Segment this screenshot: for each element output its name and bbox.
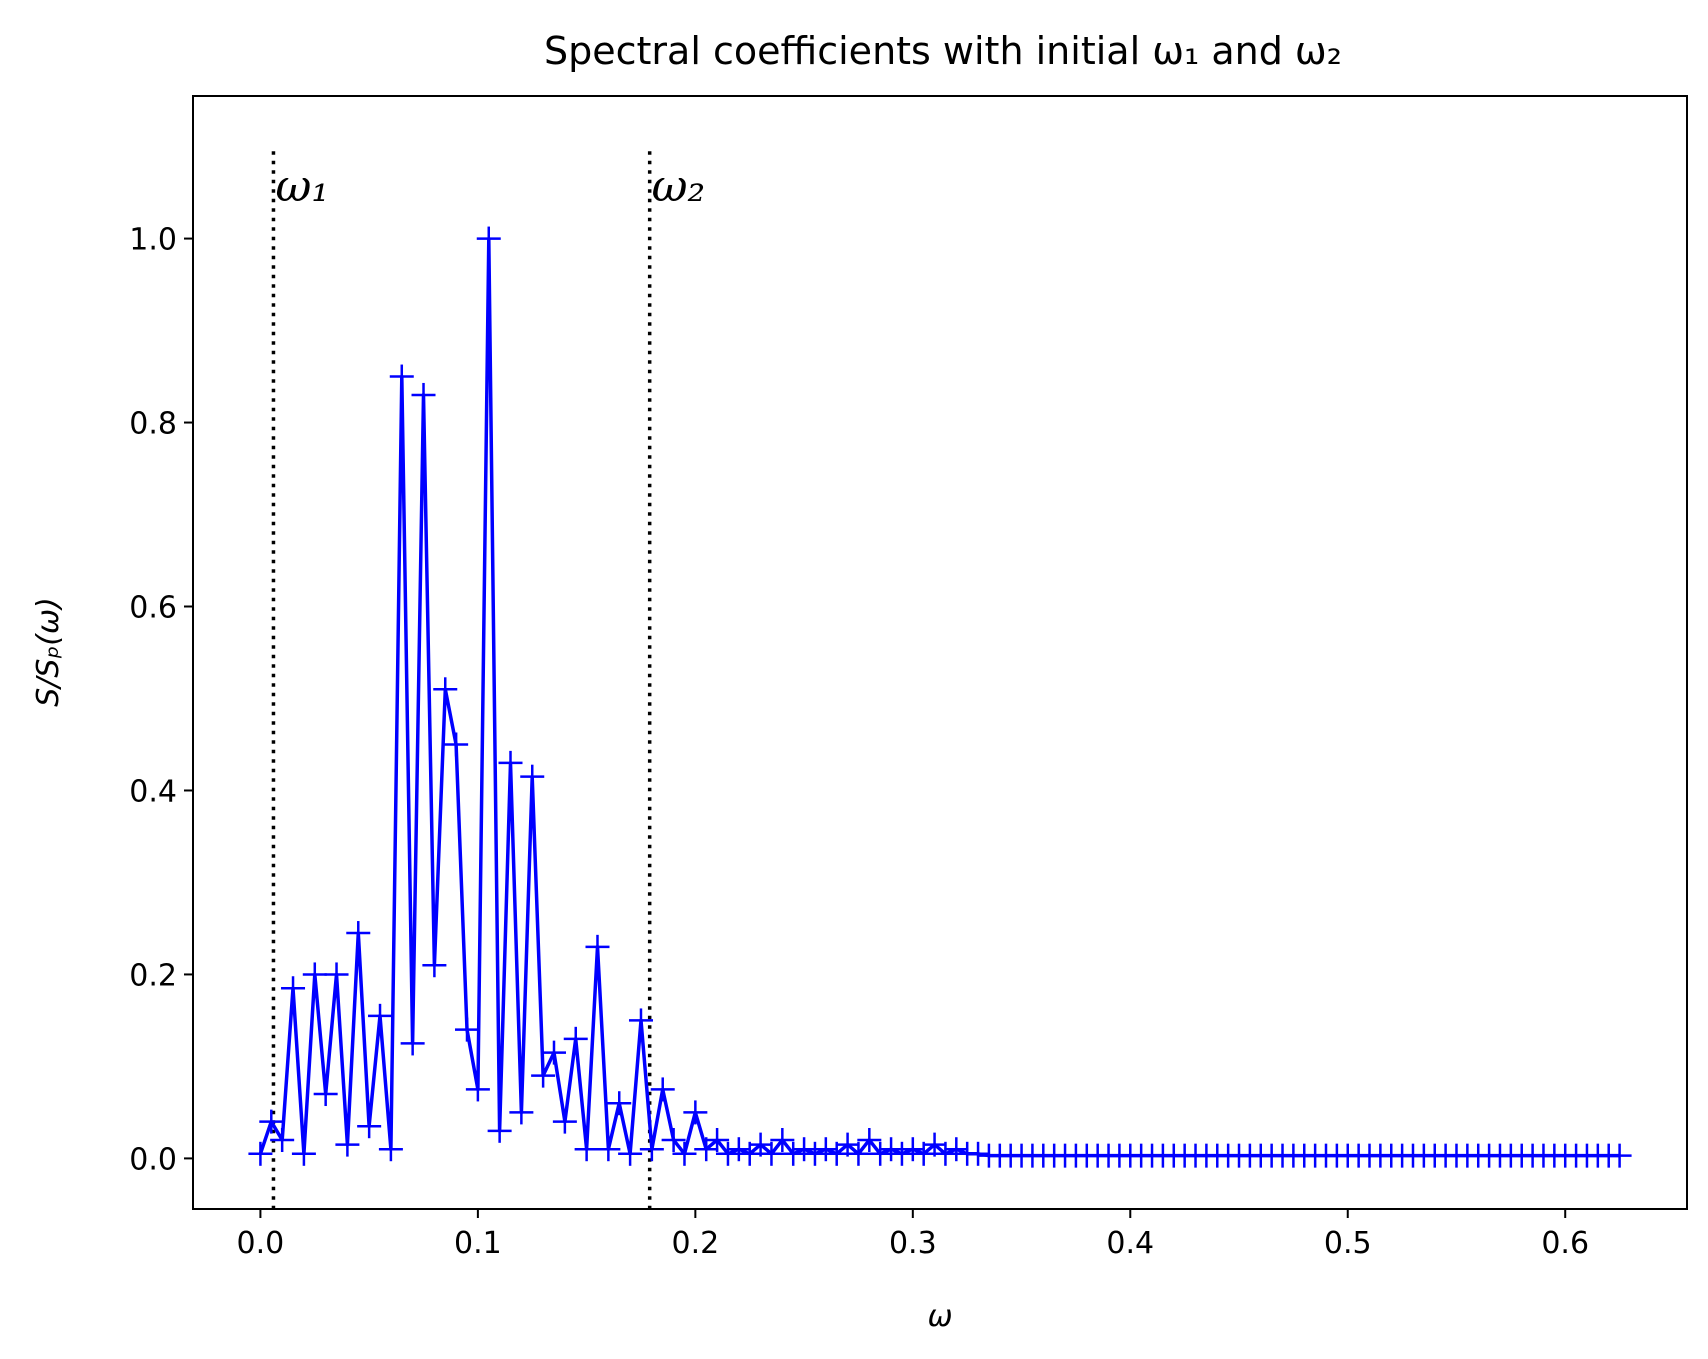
x-tick-label: 0.4 xyxy=(1106,1226,1154,1261)
data-point xyxy=(628,1008,653,1033)
x-axis: 0.0 0.1 0.2 0.3 0.4 0.5 0.6 xyxy=(237,1209,1589,1261)
data-point xyxy=(607,1091,632,1116)
data-point xyxy=(618,1141,643,1166)
data-point xyxy=(270,1128,295,1153)
data-point xyxy=(705,1128,730,1153)
data-point xyxy=(857,1128,882,1153)
x-tick-label: 0.6 xyxy=(1541,1226,1589,1261)
y-axis: 0.0 0.2 0.4 0.6 0.8 1.0 xyxy=(129,223,193,1177)
data-point xyxy=(520,764,545,789)
data-point xyxy=(378,1137,403,1162)
y-tick-label: 1.0 xyxy=(129,223,177,258)
data-point xyxy=(585,934,610,959)
data-point xyxy=(596,1137,621,1162)
data-point xyxy=(422,953,447,978)
data-point xyxy=(291,1141,316,1166)
data-point xyxy=(281,976,306,1001)
plot-frame xyxy=(192,95,1688,1210)
data-point xyxy=(715,1141,740,1166)
data-point xyxy=(661,1128,686,1153)
data-point xyxy=(650,1077,675,1102)
data-point xyxy=(933,1141,958,1166)
data-point xyxy=(770,1128,795,1153)
data-point xyxy=(813,1137,838,1162)
y-tick-label: 0.2 xyxy=(129,958,177,993)
x-tick-label: 0.3 xyxy=(889,1226,937,1261)
data-point xyxy=(324,962,349,987)
data-point xyxy=(900,1137,925,1162)
data-point xyxy=(726,1137,751,1162)
data-point xyxy=(672,1141,697,1166)
series-line xyxy=(258,236,1620,1158)
data-point xyxy=(259,1109,284,1134)
y-axis-label: S/Sₚ(ω) xyxy=(31,597,66,707)
data-point xyxy=(411,382,436,407)
vline-label: ω₂ xyxy=(652,161,706,212)
data-point xyxy=(455,1017,480,1042)
data-point xyxy=(346,921,371,946)
data-point xyxy=(966,1141,991,1166)
data-point xyxy=(879,1137,904,1162)
x-axis-label: ω xyxy=(927,1299,952,1334)
x-tick-label: 0.5 xyxy=(1324,1226,1372,1261)
data-point xyxy=(868,1141,893,1166)
y-tick-label: 0.8 xyxy=(129,407,177,442)
data-point xyxy=(944,1137,969,1162)
data-point xyxy=(889,1141,914,1166)
data-point xyxy=(335,1132,360,1157)
data-point xyxy=(368,1003,393,1028)
data-point xyxy=(498,750,523,775)
x-tick-label: 0.0 xyxy=(237,1226,285,1261)
x-tick-label: 0.1 xyxy=(454,1226,502,1261)
data-point xyxy=(792,1137,817,1162)
x-tick-label: 0.2 xyxy=(671,1226,719,1261)
data-point xyxy=(759,1141,784,1166)
data-point xyxy=(509,1100,534,1125)
data-point xyxy=(433,677,458,702)
data-point xyxy=(552,1109,577,1134)
chart-title: Spectral coefficients with initial ω₁ an… xyxy=(544,29,1342,73)
data-point xyxy=(563,1026,588,1051)
data-point xyxy=(781,1141,806,1166)
data-point xyxy=(302,962,327,987)
vline-label: ω₁ xyxy=(275,161,329,212)
data-point xyxy=(846,1141,871,1166)
data-point xyxy=(465,1077,490,1102)
data-point xyxy=(487,1118,512,1143)
data-point xyxy=(541,1040,566,1065)
data-point xyxy=(683,1100,708,1125)
data-point xyxy=(639,1137,664,1162)
data-point xyxy=(400,1031,425,1056)
data-point xyxy=(476,226,501,251)
data-point xyxy=(313,1082,338,1107)
y-tick-label: 0.0 xyxy=(129,1142,177,1177)
data-point xyxy=(389,364,414,389)
data-point xyxy=(248,1141,273,1166)
y-tick-label: 0.4 xyxy=(129,774,177,809)
data-point xyxy=(1607,1143,1632,1168)
data-point xyxy=(574,1137,599,1162)
data-point xyxy=(357,1114,382,1139)
plot-area: ω₁ ω₂ xyxy=(248,151,1632,1209)
data-point xyxy=(802,1141,827,1166)
data-point xyxy=(531,1063,556,1088)
data-point xyxy=(444,732,469,757)
y-tick-label: 0.6 xyxy=(129,591,177,626)
